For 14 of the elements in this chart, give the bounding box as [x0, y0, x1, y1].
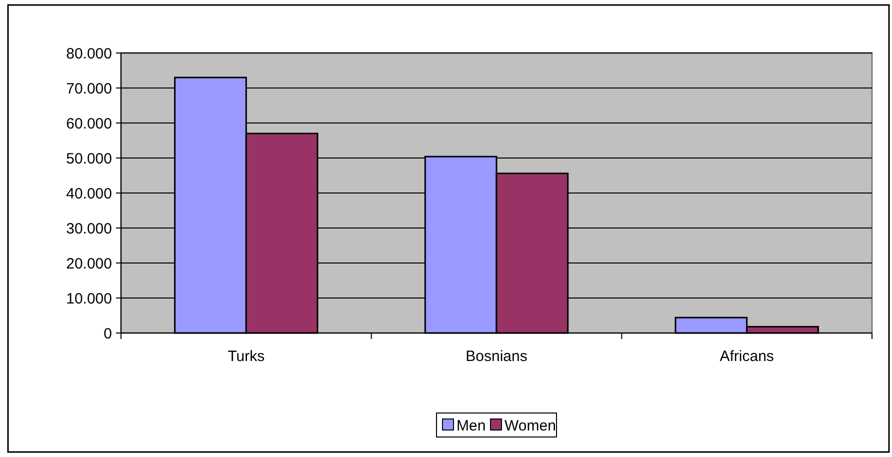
- y-tick-label: 0: [104, 325, 112, 342]
- x-tick-label: Turks: [228, 348, 265, 365]
- y-tick-label: 10.000: [66, 290, 112, 308]
- y-tick-label: 60.000: [66, 115, 112, 132]
- y-tick-label: 50.000: [66, 150, 112, 168]
- y-tick-label: 20.000: [66, 255, 112, 272]
- y-tick-label: 70.000: [66, 80, 112, 98]
- y-tick-label: 40.000: [66, 185, 112, 202]
- x-tick-label: Bosnians: [466, 348, 528, 365]
- legend-label: Men: [456, 417, 486, 434]
- x-tick-label: Africans: [720, 348, 774, 365]
- legend-label: Women: [504, 417, 556, 434]
- y-tick-label: 80.000: [66, 45, 112, 62]
- y-tick-label: 30.000: [66, 220, 112, 238]
